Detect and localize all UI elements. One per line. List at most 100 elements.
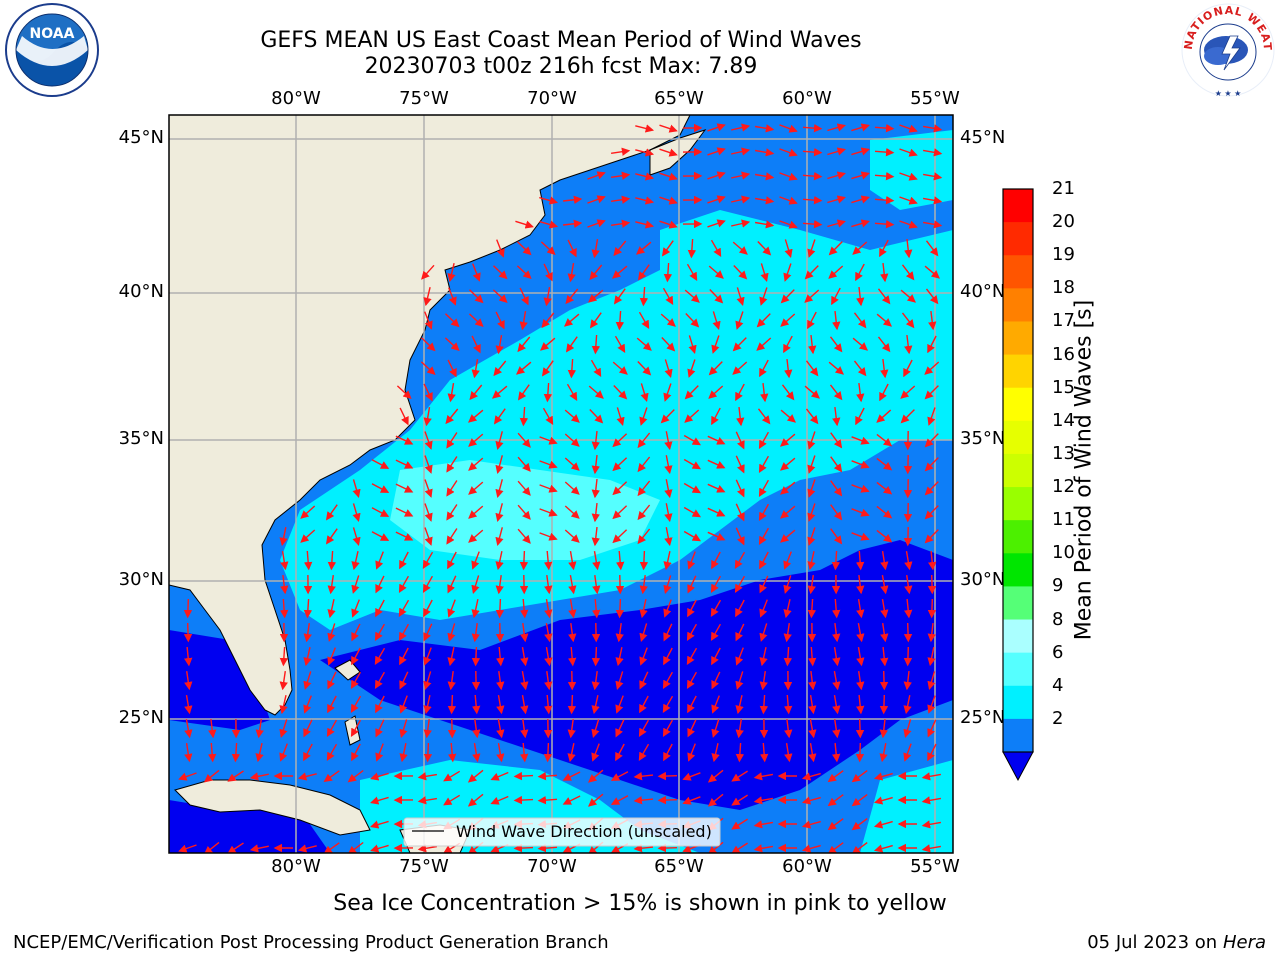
wave-direction-arrow bbox=[664, 431, 673, 451]
wave-direction-arrow bbox=[615, 310, 625, 331]
wave-direction-arrow bbox=[591, 479, 600, 499]
wave-direction-arrow bbox=[564, 481, 580, 495]
wave-direction-arrow bbox=[255, 718, 264, 739]
wave-direction-arrow bbox=[591, 671, 600, 691]
wave-direction-arrow bbox=[784, 239, 793, 258]
wave-direction-arrow bbox=[520, 646, 529, 667]
wave-direction-arrow bbox=[832, 742, 841, 763]
wave-direction-arrow bbox=[779, 196, 798, 205]
wave-direction-arrow bbox=[249, 772, 269, 781]
wave-direction-arrow bbox=[541, 312, 555, 329]
wave-direction-arrow bbox=[562, 795, 581, 805]
wave-direction-arrow bbox=[855, 407, 865, 426]
wave-direction-arrow bbox=[856, 575, 865, 595]
wave-direction-arrow bbox=[423, 406, 432, 427]
wave-direction-arrow bbox=[759, 623, 768, 642]
wave-direction-arrow bbox=[899, 220, 918, 229]
wave-direction-arrow bbox=[375, 743, 384, 762]
wave-direction-arrow bbox=[471, 623, 480, 643]
wave-direction-arrow bbox=[395, 435, 414, 445]
wave-direction-arrow bbox=[783, 551, 792, 570]
wave-direction-arrow bbox=[687, 743, 696, 762]
wave-direction-arrow bbox=[759, 742, 769, 763]
wave-direction-arrow bbox=[589, 264, 603, 281]
wave-direction-arrow bbox=[830, 528, 843, 545]
wave-direction-arrow bbox=[297, 772, 317, 781]
colorbar-tick-label: 21 bbox=[1052, 178, 1075, 199]
wave-direction-arrow bbox=[754, 148, 775, 157]
wave-direction-arrow bbox=[468, 481, 484, 495]
wave-direction-arrow bbox=[734, 551, 746, 570]
wave-direction-arrow bbox=[802, 123, 823, 133]
wave-direction-arrow bbox=[807, 479, 816, 498]
wave-direction-arrow bbox=[303, 550, 313, 571]
lat-label-left-35n: 35°N bbox=[118, 428, 164, 449]
wave-direction-arrow bbox=[591, 695, 600, 715]
colorbar-tick-label: 2 bbox=[1052, 707, 1064, 729]
wave-direction-arrow bbox=[610, 147, 631, 156]
wave-direction-arrow bbox=[352, 527, 361, 546]
wave-direction-arrow bbox=[873, 772, 893, 781]
wave-direction-arrow bbox=[801, 796, 821, 805]
wave-direction-arrow bbox=[711, 743, 720, 763]
wave-direction-arrow bbox=[851, 460, 870, 469]
noaa-logo: NOAA bbox=[5, 3, 99, 97]
colorbar-tick-label: 12 bbox=[1052, 476, 1075, 498]
wave-direction-arrow bbox=[710, 599, 722, 618]
wave-direction-arrow bbox=[537, 843, 558, 853]
wave-direction-arrow bbox=[567, 358, 577, 379]
wave-direction-arrow bbox=[731, 818, 748, 830]
wave-direction-arrow bbox=[779, 220, 798, 229]
wave-direction-arrow bbox=[805, 360, 819, 377]
wave-direction-arrow bbox=[565, 288, 579, 305]
wave-direction-arrow bbox=[443, 770, 461, 782]
land-north-america bbox=[169, 115, 691, 716]
wave-direction-arrow bbox=[686, 671, 698, 690]
wave-direction-arrow bbox=[279, 598, 289, 619]
wave-direction-arrow bbox=[828, 241, 843, 256]
wave-direction-arrow bbox=[901, 312, 915, 329]
wave-direction-arrow bbox=[928, 550, 937, 571]
wave-direction-arrow bbox=[711, 671, 721, 690]
colorbar-tick-label: 18 bbox=[1052, 277, 1075, 299]
wave-direction-arrow bbox=[732, 361, 748, 375]
wave-direction-arrow bbox=[399, 719, 408, 738]
lat-label-right-35n: 35°N bbox=[960, 428, 1006, 449]
lat-label-right-30n: 30°N bbox=[960, 569, 1006, 590]
wave-period-region-4-6-southeast bbox=[860, 760, 953, 853]
wave-direction-arrow bbox=[921, 772, 942, 781]
wave-direction-arrow bbox=[612, 481, 628, 496]
wave-direction-arrow bbox=[802, 195, 823, 205]
wave-direction-arrow bbox=[927, 743, 937, 762]
wave-direction-arrow bbox=[682, 796, 701, 805]
wave-direction-arrow bbox=[471, 358, 480, 379]
wave-direction-arrow bbox=[495, 503, 504, 523]
wave-direction-arrow bbox=[876, 457, 893, 471]
wave-direction-arrow bbox=[351, 647, 361, 666]
lat-label-left-40n: 40°N bbox=[118, 281, 164, 302]
wave-direction-arrow bbox=[683, 506, 702, 518]
wave-direction-arrow bbox=[591, 455, 600, 475]
wave-direction-arrow bbox=[516, 361, 532, 375]
wave-direction-arrow bbox=[447, 694, 457, 715]
wave-direction-arrow bbox=[900, 409, 915, 424]
wave-direction-arrow bbox=[808, 671, 817, 691]
wave-direction-arrow bbox=[807, 598, 817, 619]
wave-direction-arrow bbox=[568, 574, 577, 595]
wave-direction-arrow bbox=[279, 719, 288, 738]
wave-direction-arrow bbox=[444, 337, 460, 352]
wave-direction-arrow bbox=[375, 575, 385, 594]
wave-direction-arrow bbox=[924, 361, 940, 375]
wave-direction-arrow bbox=[855, 742, 865, 763]
wave-direction-arrow bbox=[707, 793, 724, 807]
wave-direction-arrow bbox=[736, 287, 745, 306]
wave-direction-arrow bbox=[731, 794, 748, 806]
wave-direction-arrow bbox=[877, 288, 891, 305]
wave-direction-arrow bbox=[852, 241, 868, 255]
wave-direction-arrow bbox=[543, 694, 553, 715]
wave-direction-arrow bbox=[588, 385, 604, 399]
wave-direction-arrow bbox=[851, 219, 870, 228]
wave-direction-arrow bbox=[446, 504, 458, 521]
wave-direction-arrow bbox=[517, 480, 531, 496]
